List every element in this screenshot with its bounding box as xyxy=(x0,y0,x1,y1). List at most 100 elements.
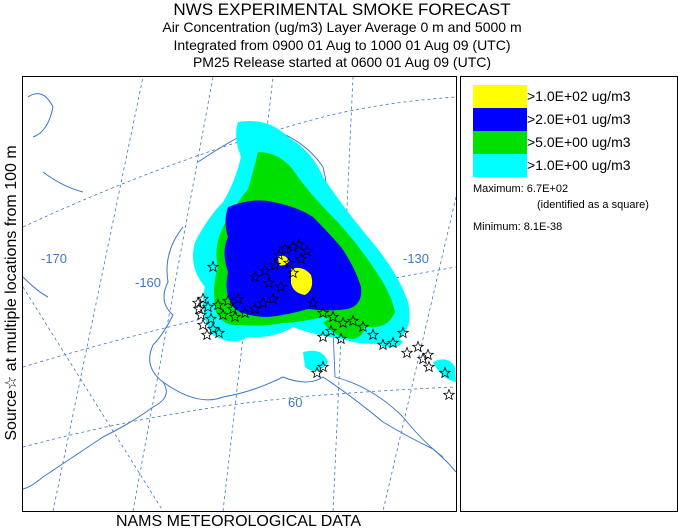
latitude-line xyxy=(23,96,456,228)
source-star-marker xyxy=(356,320,370,333)
source-star-marker xyxy=(204,312,218,325)
source-star-marker xyxy=(201,300,215,313)
maximum-note: (identified as a square) xyxy=(537,199,649,211)
source-star-marker xyxy=(300,244,314,257)
source-star-marker xyxy=(211,298,225,311)
subtitle-concentration: Air Concentration (ug/m3) Layer Average … xyxy=(162,19,522,35)
longitude-line xyxy=(23,286,164,511)
source-star-marker xyxy=(386,336,400,349)
source-location-label: Source☆ at multiple locations from 100 m xyxy=(0,75,22,511)
legend-swatch xyxy=(473,131,527,154)
source-star-marker xyxy=(286,266,300,279)
fire-sources xyxy=(191,238,456,401)
source-star-marker xyxy=(206,322,220,335)
source-star-marker xyxy=(194,308,208,321)
longitude-line xyxy=(382,196,456,511)
source-star-marker xyxy=(396,326,410,339)
source-star-marker xyxy=(196,318,210,331)
source-star-marker xyxy=(192,302,206,315)
maximum-value: Maximum: 6.7E+02 xyxy=(473,183,569,195)
legend-swatch xyxy=(473,85,527,108)
legend-swatch xyxy=(473,154,527,177)
source-star-marker xyxy=(286,240,300,253)
source-star-marker xyxy=(266,292,280,305)
legend-swatch xyxy=(473,108,527,131)
source-star-marker xyxy=(292,238,306,251)
source-star-marker xyxy=(238,306,252,319)
source-star-marker xyxy=(268,258,282,271)
source-star-marker xyxy=(376,338,390,351)
source-star-marker xyxy=(366,328,380,341)
coastline-west xyxy=(23,226,184,490)
legend-item: >1.0E+00 ug/m3 xyxy=(473,154,673,177)
source-star-marker xyxy=(422,360,436,373)
source-star-marker xyxy=(272,248,286,261)
source-star-marker xyxy=(316,330,330,343)
legend-item: >1.0E+02 ug/m3 xyxy=(473,85,673,108)
forecast-title: NWS EXPERIMENTAL SMOKE FORECAST xyxy=(173,0,511,19)
legend-item: >5.0E+00 ug/m3 xyxy=(473,131,673,154)
contour-south-lobe xyxy=(323,317,365,339)
source-star-marker xyxy=(346,314,360,327)
source-star-marker xyxy=(324,324,338,337)
contour-kenai-lobe xyxy=(303,350,328,371)
legend-label: >5.0E+00 ug/m3 xyxy=(527,134,631,150)
source-star-marker xyxy=(278,242,292,255)
contour-above-100 xyxy=(291,267,313,295)
lon-label-170: -170 xyxy=(41,251,67,266)
source-star-marker xyxy=(212,326,226,339)
map-canvas: -170 -160 -130 60 xyxy=(23,77,456,511)
source-star-marker xyxy=(306,296,320,309)
smoke-map: -170 -160 -130 60 xyxy=(22,76,457,512)
panhandle-border xyxy=(334,376,444,458)
legend-label: >2.0E+01 ug/m3 xyxy=(527,111,631,127)
contour-above-20 xyxy=(224,200,362,317)
subtitle-release: PM25 Release started at 0600 01 Aug 09 (… xyxy=(192,54,492,70)
source-star-marker xyxy=(336,316,350,329)
source-star-marker xyxy=(411,340,425,353)
coastline-siberia xyxy=(27,93,54,138)
coastline-south xyxy=(162,376,456,473)
legend-panel: >1.0E+02 ug/m3 >2.0E+01 ug/m3 >5.0E+00 u… xyxy=(460,76,678,512)
coastline-island xyxy=(23,276,49,298)
coastline-chukotka xyxy=(42,171,84,193)
legend-label: >1.0E+00 ug/m3 xyxy=(527,157,631,173)
contour-panhandle-lobe xyxy=(433,359,456,382)
source-star-marker xyxy=(400,346,414,359)
lon-label-130: -130 xyxy=(403,251,429,266)
source-star-marker xyxy=(282,256,296,269)
source-star-marker xyxy=(248,270,262,283)
source-star-marker xyxy=(294,252,308,265)
minimum-value: Minimum: 8.1E-38 xyxy=(473,221,563,233)
source-star-marker xyxy=(200,328,214,341)
lat-label-60: 60 xyxy=(288,395,302,410)
source-star-marker xyxy=(262,276,276,289)
source-star-marker xyxy=(231,292,245,305)
subtitle-integration: Integrated from 0900 01 Aug to 1000 01 A… xyxy=(173,37,511,53)
latitude-line xyxy=(23,386,456,448)
source-star-marker xyxy=(228,310,242,323)
longitude-line xyxy=(52,77,144,511)
longitude-line xyxy=(132,77,214,511)
source-star-marker xyxy=(256,296,270,309)
source-star-marker xyxy=(416,352,430,365)
source-star-marker xyxy=(334,332,348,345)
source-star-marker xyxy=(438,366,452,379)
source-star-marker xyxy=(206,260,220,273)
source-star-marker xyxy=(310,366,324,379)
source-star-marker xyxy=(216,308,230,321)
meteorological-data-label: NAMS METEOROLOGICAL DATA xyxy=(115,513,362,530)
source-star-marker xyxy=(221,294,235,307)
source-star-marker xyxy=(248,302,262,315)
source-star-marker xyxy=(316,360,330,373)
legend-item: >2.0E+01 ug/m3 xyxy=(473,108,673,131)
source-star-marker xyxy=(226,302,240,315)
source-star-marker xyxy=(274,280,288,293)
lon-label-160: -160 xyxy=(135,275,161,290)
source-star-marker xyxy=(442,388,456,401)
legend-label: >1.0E+02 ug/m3 xyxy=(527,88,631,104)
source-star-marker xyxy=(316,306,330,319)
source-star-marker xyxy=(326,310,340,323)
smoke-plume xyxy=(192,121,456,382)
source-location-text: Source☆ at multiple locations from 100 m xyxy=(3,145,20,441)
